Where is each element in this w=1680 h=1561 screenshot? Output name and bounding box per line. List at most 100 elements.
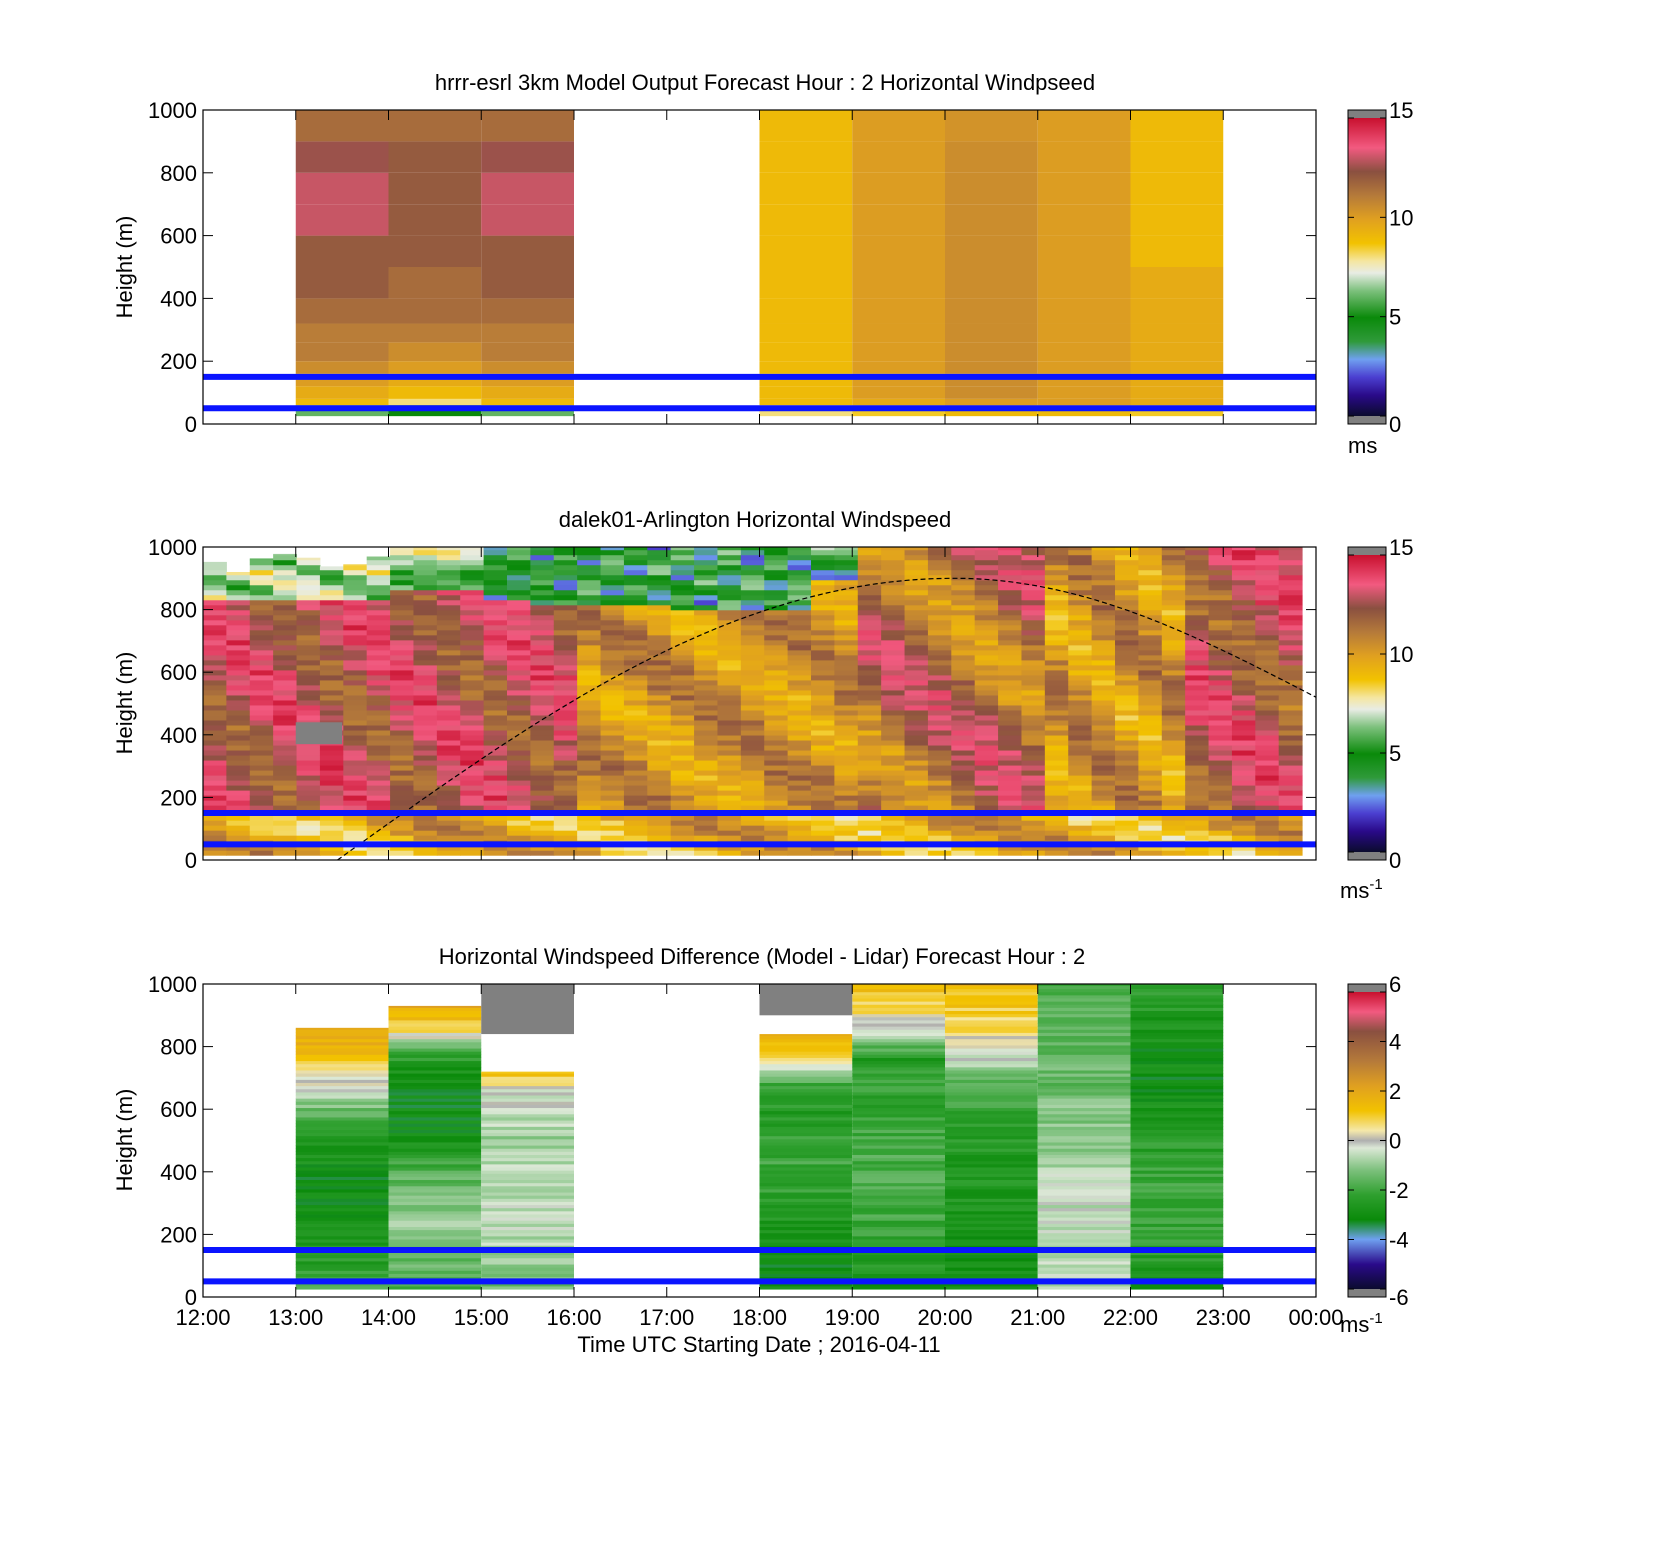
heatmap-cell	[647, 710, 672, 716]
heatmap-cell	[1138, 589, 1163, 596]
heatmap-cell	[945, 1176, 1038, 1181]
heatmap-cell	[249, 715, 274, 721]
heatmap-cell	[388, 1117, 482, 1121]
heatmap-cell	[974, 649, 999, 656]
heatmap-cell	[1044, 654, 1069, 661]
heatmap-cell	[296, 760, 321, 766]
heatmap-cell	[811, 730, 835, 736]
heatmap-cell	[413, 644, 438, 651]
heatmap-cell	[203, 815, 227, 821]
heatmap-cell	[759, 1051, 853, 1055]
heatmap-cell	[1231, 644, 1256, 651]
heatmap-cell	[787, 850, 812, 856]
colorbar-tick-label: 10	[1389, 642, 1413, 667]
heatmap-cell	[296, 649, 321, 656]
heatmap-cell	[600, 665, 625, 671]
heatmap-cell	[787, 644, 812, 651]
heatmap-cell	[1068, 695, 1093, 701]
heatmap-cell	[460, 614, 485, 621]
heatmap-cell	[764, 629, 789, 636]
heatmap-cell	[1161, 735, 1186, 741]
heatmap-cell	[764, 564, 789, 571]
heatmap-cell	[945, 1179, 1038, 1184]
heatmap-cell	[834, 775, 859, 781]
heatmap-cell	[481, 1270, 574, 1274]
heatmap-cell	[852, 110, 945, 142]
heatmap-cell	[481, 1132, 574, 1137]
heatmap-cell	[857, 815, 882, 821]
heatmap-cell	[388, 1239, 482, 1243]
heatmap-cell	[1161, 755, 1186, 761]
heatmap-cell	[530, 659, 555, 666]
heatmap-cell	[553, 745, 578, 751]
heatmap-cell	[530, 680, 555, 686]
heatmap-cell	[1185, 594, 1210, 601]
heatmap-cell	[1161, 599, 1186, 606]
heatmap-cell	[1044, 559, 1069, 566]
colorbar-tick-label: 15	[1389, 535, 1413, 560]
heatmap-cell	[481, 1129, 574, 1134]
heatmap-cell	[1255, 795, 1280, 801]
heatmap-cell	[483, 745, 508, 751]
heatmap-cell	[530, 830, 555, 836]
heatmap-cell	[623, 735, 648, 741]
heatmap-cell	[1130, 1145, 1224, 1149]
heatmap-cell	[945, 1226, 1038, 1231]
heatmap-cell	[481, 1273, 574, 1278]
heatmap-cell	[203, 634, 227, 641]
heatmap-cell	[1044, 850, 1069, 856]
heatmap-cell	[436, 845, 461, 851]
heatmap-cell	[483, 614, 508, 621]
heatmap-cell	[296, 675, 321, 681]
heatmap-cell	[670, 624, 695, 631]
heatmap-cell	[881, 845, 906, 851]
heatmap-cell	[507, 654, 531, 661]
heatmap-cell	[834, 634, 859, 641]
heatmap-cell	[203, 624, 227, 631]
heatmap-cell	[273, 715, 298, 721]
heatmap-cell	[904, 775, 929, 781]
heatmap-cell	[1278, 614, 1303, 621]
heatmap-cell	[927, 634, 952, 641]
heatmap-cell	[483, 584, 508, 591]
heatmap-cell	[366, 725, 391, 731]
heatmap-cell	[390, 845, 414, 851]
heatmap-cell	[343, 579, 368, 586]
heatmap-cell	[1091, 745, 1116, 751]
heatmap-cell	[811, 547, 835, 551]
heatmap-cell	[388, 1038, 482, 1043]
heatmap-cell	[951, 579, 976, 586]
heatmap-cell	[881, 695, 906, 701]
heatmap-cell	[481, 1110, 574, 1115]
heatmap-cell	[507, 695, 531, 701]
heatmap-cell	[945, 1235, 1038, 1240]
heatmap-cell	[319, 634, 344, 641]
heatmap-cell	[1208, 845, 1233, 851]
heatmap-cell	[834, 549, 859, 556]
heatmap-cell	[694, 770, 718, 776]
heatmap-cell	[226, 765, 251, 771]
heatmap-cell	[1255, 765, 1280, 771]
heatmap-cell	[1130, 1257, 1224, 1262]
heatmap-cell	[1021, 825, 1046, 831]
heatmap-cell	[1255, 785, 1280, 791]
heatmap-cell	[249, 639, 274, 646]
heatmap-cell	[904, 649, 929, 656]
heatmap-cell	[436, 835, 461, 841]
heatmap-cell	[483, 690, 508, 696]
heatmap-cell	[295, 1170, 389, 1174]
heatmap-cell	[1161, 634, 1186, 641]
heatmap-cell	[852, 1242, 945, 1246]
heatmap-cell	[1115, 547, 1139, 551]
heatmap-cell	[787, 547, 812, 551]
heatmap-cell	[998, 599, 1022, 606]
heatmap-cell	[1091, 644, 1116, 651]
heatmap-cell	[295, 1195, 389, 1199]
heatmap-cell	[507, 547, 531, 551]
heatmap-cell	[998, 750, 1022, 756]
heatmap-cell	[951, 629, 976, 636]
heatmap-cell	[319, 599, 344, 606]
heatmap-cell	[388, 323, 482, 343]
heatmap-cell	[460, 830, 485, 836]
heatmap-cell	[366, 680, 391, 686]
